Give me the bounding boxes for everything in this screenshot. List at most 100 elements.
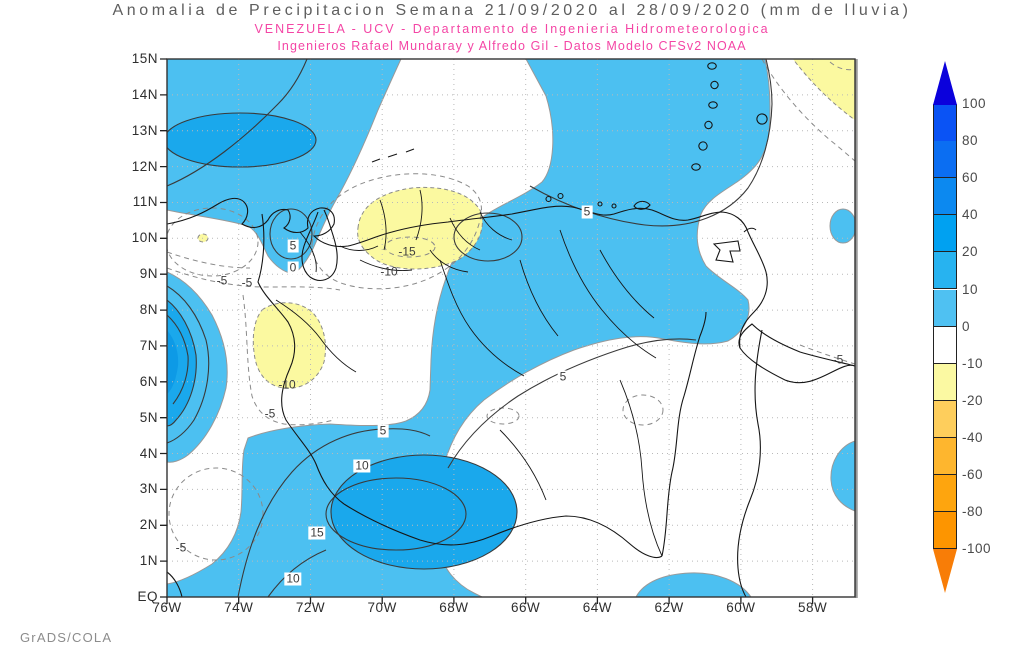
lon-tick-label: 64W bbox=[582, 600, 613, 615]
fill-pos-small-blob bbox=[829, 208, 855, 244]
contour-10-wedge bbox=[167, 299, 197, 427]
contour-label: 0 bbox=[287, 260, 299, 275]
lon-tick-label: 70W bbox=[367, 600, 397, 615]
lat-tick-label: 2N bbox=[139, 517, 158, 533]
lat-tick-label: 3N bbox=[139, 481, 158, 497]
contour-label: 5 bbox=[377, 423, 389, 438]
lon-tick-label: 66W bbox=[511, 600, 541, 615]
colorbar-label: 80 bbox=[962, 133, 979, 149]
lon-tick-label: 74W bbox=[224, 600, 254, 615]
contour-label: -5 bbox=[216, 273, 228, 288]
lat-tick-label: 13N bbox=[131, 122, 158, 138]
colorbar-segment bbox=[933, 512, 957, 550]
contour-label: -10 bbox=[380, 264, 398, 279]
islands-antilles-arc bbox=[691, 62, 768, 171]
colorbar-segment bbox=[933, 141, 957, 179]
contour-label: 5 bbox=[557, 369, 569, 384]
colorbar-label: 60 bbox=[962, 170, 979, 186]
contour-neg-small2 bbox=[622, 394, 664, 426]
colorbar-segment bbox=[933, 215, 957, 253]
lat-tick-label: 7N bbox=[139, 337, 158, 353]
colorbar-label: -20 bbox=[962, 392, 984, 408]
contour-5-wedge bbox=[167, 285, 210, 444]
lat-tick-label: 12N bbox=[131, 158, 158, 174]
contour-label: -15 bbox=[398, 244, 416, 259]
anomaly-fills-medium bbox=[167, 113, 517, 569]
colorbar-segment bbox=[933, 104, 957, 143]
colorbar-label: -80 bbox=[962, 504, 984, 520]
contour-5-topleft bbox=[167, 59, 308, 187]
lat-tick-label: 1N bbox=[139, 553, 158, 569]
border-essequibo bbox=[737, 329, 763, 597]
contour-neg5-right bbox=[799, 344, 855, 365]
colorbar-label: 20 bbox=[962, 244, 979, 260]
ticks-bottom bbox=[166, 597, 814, 604]
coastline-main bbox=[167, 197, 855, 384]
colorbar-arrow-bottom bbox=[933, 549, 957, 594]
fill-pos-topleft-band bbox=[167, 59, 402, 275]
colorbar-segment bbox=[933, 326, 957, 364]
colorbar-segment bbox=[933, 400, 957, 438]
grads-credit: GrADS/COLA bbox=[20, 630, 113, 645]
contour-10-topleft bbox=[167, 112, 317, 168]
lon-tick-label: 58W bbox=[797, 600, 828, 615]
contour-label: 10 bbox=[284, 571, 302, 586]
lake-maracaibo bbox=[301, 209, 338, 281]
contour-label: -10 bbox=[278, 377, 296, 392]
core-southwest-blob bbox=[331, 455, 517, 569]
islands-small-offshore bbox=[545, 192, 617, 209]
island-margarita bbox=[633, 200, 651, 210]
contour-label: 10 bbox=[353, 458, 371, 473]
colorbar-label: 10 bbox=[962, 281, 979, 297]
colorbar-segment bbox=[933, 363, 957, 401]
colorbar-label: -60 bbox=[962, 467, 984, 482]
lat-tick-label: 15N bbox=[131, 51, 158, 66]
core-13n bbox=[167, 113, 316, 167]
contour-label: 15 bbox=[308, 525, 326, 540]
coastline-delta-south bbox=[738, 323, 855, 367]
colorbar-segment bbox=[933, 475, 957, 513]
contour-label: -5 bbox=[175, 540, 187, 555]
lon-tick-label: 62W bbox=[654, 600, 684, 615]
contour-neg15-corner bbox=[829, 61, 855, 71]
core-left-wedge-strong bbox=[167, 330, 179, 394]
contour-neg5-bay-arc1 bbox=[167, 251, 251, 269]
lat-tick-label: 6N bbox=[139, 373, 158, 389]
contour-label: -5 bbox=[832, 352, 844, 367]
colorbar-segment bbox=[933, 437, 957, 475]
colorbar-segment bbox=[933, 289, 957, 327]
lat-tick-label: 10N bbox=[131, 230, 158, 246]
lat-tick-label: 4N bbox=[139, 445, 158, 461]
lon-tick-label: 76W bbox=[152, 600, 182, 615]
lat-tick-label: 8N bbox=[139, 302, 158, 318]
fill-pos-bottom-patch bbox=[635, 572, 752, 597]
state-boundaries bbox=[275, 189, 663, 557]
contour-label: -5 bbox=[264, 406, 276, 421]
colorbar-label: 40 bbox=[962, 207, 979, 223]
colorbar-label: -10 bbox=[962, 355, 984, 371]
colorbar-segment bbox=[933, 252, 957, 290]
contour-10-blob-tail bbox=[267, 549, 327, 597]
islands-abc bbox=[371, 148, 415, 163]
contour-5-band-west bbox=[237, 428, 431, 597]
contours-positive bbox=[167, 59, 773, 597]
contour-neg5-bay-arc2 bbox=[167, 267, 341, 291]
lat-tick-label: 5N bbox=[139, 409, 158, 425]
lat-tick-label: 14N bbox=[131, 86, 158, 102]
colorbar-arrow-top bbox=[933, 61, 957, 105]
contour-neg5-corner bbox=[761, 59, 855, 162]
colorbar-label: -100 bbox=[962, 541, 992, 557]
contour-15-blob bbox=[325, 477, 467, 551]
border-venezuela-brazil bbox=[343, 503, 663, 559]
plot-frame bbox=[160, 58, 858, 604]
lat-tick-label: 11N bbox=[132, 194, 158, 210]
contour-5-caribbean bbox=[529, 59, 773, 227]
lon-tick-label: 68W bbox=[439, 600, 469, 615]
contour-5-valencia bbox=[453, 212, 523, 262]
colorbar-label: -40 bbox=[962, 429, 984, 445]
contour-neg-small1 bbox=[486, 407, 520, 425]
fill-neg-tachira bbox=[252, 302, 326, 389]
island-trinidad bbox=[712, 240, 741, 263]
